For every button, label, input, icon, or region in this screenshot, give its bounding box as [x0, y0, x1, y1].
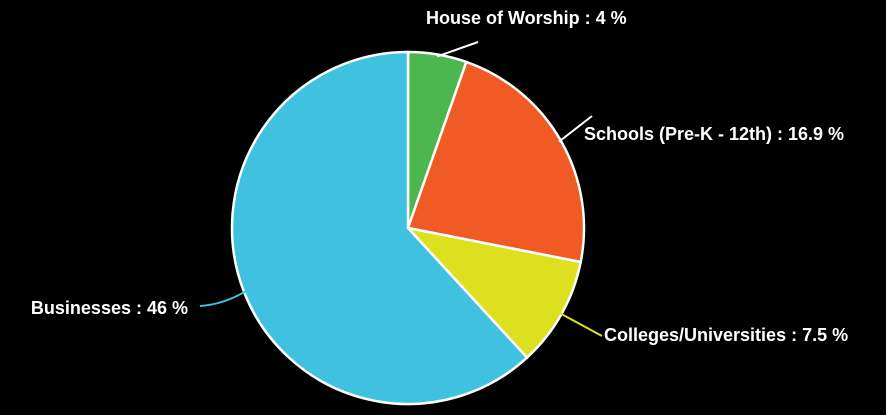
label-house-of-worship: House of Worship : 4 %: [426, 8, 627, 28]
label-schools: Schools (Pre-K - 12th) : 16.9 %: [584, 124, 844, 144]
leader-lines: [199, 41, 603, 337]
label-businesses: Businesses : 46 %: [31, 298, 188, 318]
leader-line-schools-pre-k-12th: [558, 115, 593, 143]
label-colleges-universities: Colleges/Universities : 7.5 %: [604, 325, 848, 345]
leader-line-businesses: [199, 290, 247, 307]
pie-slices: [230, 50, 586, 406]
leader-line-colleges-universities: [559, 312, 603, 337]
leader-line-house-of-worship: [436, 41, 479, 58]
